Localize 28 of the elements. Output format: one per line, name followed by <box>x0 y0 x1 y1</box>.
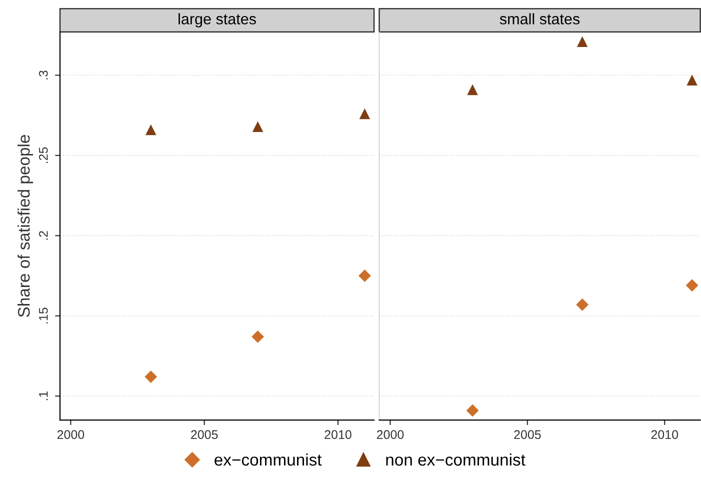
point <box>467 84 478 96</box>
point <box>466 404 479 417</box>
x-tick-label: 2000 <box>57 430 84 440</box>
legend-label: non ex−communist <box>386 453 526 466</box>
point <box>252 330 264 343</box>
x-tick-label: 2005 <box>191 430 218 440</box>
legend-label: ex−communist <box>214 453 322 466</box>
point <box>252 121 264 132</box>
x-tick-label: 2005 <box>514 430 541 440</box>
x-tick-label: 2010 <box>324 430 352 440</box>
chart-title: small states <box>500 13 580 24</box>
y-tick-label: .3 <box>38 70 48 80</box>
point <box>576 298 589 311</box>
x-tick-label: 2000 <box>376 430 404 440</box>
point <box>576 36 588 47</box>
point <box>686 279 698 292</box>
y-tick-label: .2 <box>38 231 48 240</box>
x-tick-label: 2010 <box>651 430 678 440</box>
y-axis-title: Share of satisfied people <box>18 135 34 317</box>
y-tick-label: .15 <box>39 308 48 324</box>
point <box>686 74 698 86</box>
y-tick-label: .25 <box>38 147 48 163</box>
y-tick-label: .1 <box>39 391 48 400</box>
point <box>358 270 371 282</box>
point <box>144 370 158 384</box>
point <box>146 124 156 136</box>
point <box>359 108 370 120</box>
chart-title: large states <box>178 13 256 28</box>
